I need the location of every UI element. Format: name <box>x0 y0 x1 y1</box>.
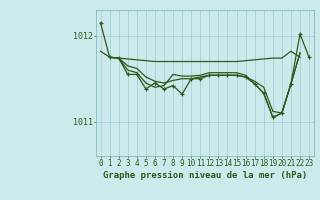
X-axis label: Graphe pression niveau de la mer (hPa): Graphe pression niveau de la mer (hPa) <box>103 171 307 180</box>
